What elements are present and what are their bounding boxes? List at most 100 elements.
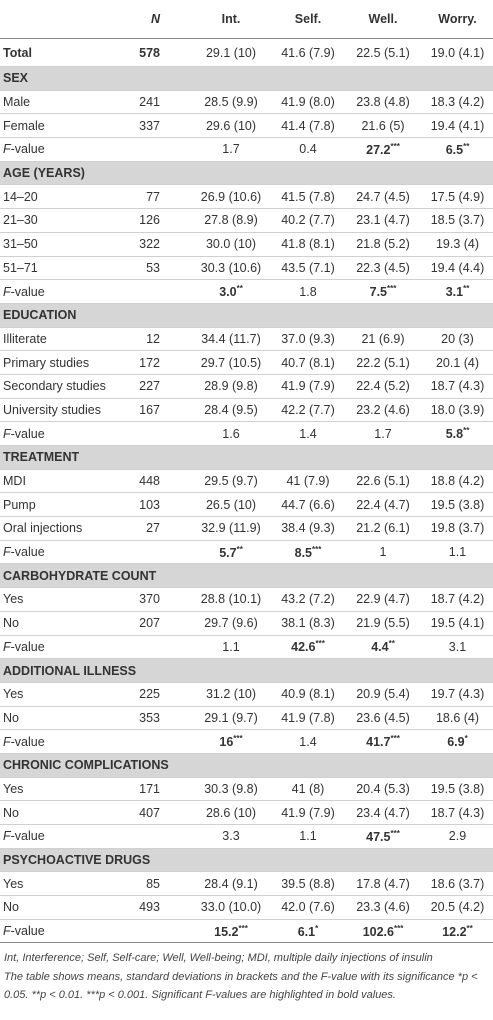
row-label: No [0,895,120,920]
row-label: F-value [0,635,120,660]
cell-value: 8.5*** [294,544,322,560]
cell: 40.9 (8.1) [272,682,344,707]
row-label: F-value [0,919,120,944]
cell-value: 16*** [219,734,243,750]
cell: 1.4 [272,421,344,446]
table-row: No 407 28.6 (10) 41.9 (7.9) 23.4 (4.7) 18.7 (… [0,800,493,825]
cell: 18.7 (4.3) [422,800,493,825]
significance: *** [233,734,243,744]
cell [120,421,190,446]
row-label: Yes [0,587,120,612]
cell: 24.7 (4.5) [344,184,422,210]
cell: 407 [120,800,190,825]
cell: 40.7 (8.1) [272,350,344,375]
row-label: Female [0,113,120,139]
cell: 1 [344,540,422,565]
section-title: CHRONIC COMPLICATIONS [0,753,493,778]
cell: 23.4 (4.7) [344,800,422,825]
cell: 0.4 [272,137,344,162]
table-row: F-value 16*** 1.4 41.7*** 6.9* [0,729,493,754]
cell [120,279,190,304]
significance: *** [390,141,400,151]
row-label: No [0,800,120,825]
cell: 22.3 (4.5) [344,256,422,281]
cell: 1.6 [190,421,272,446]
cell: 77 [120,184,190,210]
cell: 85 [120,871,190,897]
table-row: Female 337 29.6 (10) 41.4 (7.8) 21.6 (5) 19.4… [0,113,493,139]
section-row: CARBOHYDRATE COUNT [0,563,493,589]
significance: *** [238,923,248,933]
cell: 16*** [190,729,272,754]
cell: 18.7 (4.3) [422,374,493,399]
table-row: No 493 33.0 (10.0) 42.0 (7.6) 23.3 (4.6) 20.5… [0,895,493,920]
cell: 5.8** [422,421,493,446]
significance: *** [393,923,404,933]
table-row: Yes 225 31.2 (10) 40.9 (8.1) 20.9 (5.4) 19.7 … [0,682,493,707]
cell-value: 7.5*** [369,283,397,300]
table-row: 31–50 322 30.0 (10) 41.8 (8.1) 21.8 (5.2) 19.… [0,232,493,257]
cell: 322 [120,232,190,257]
table-row: Illiterate 12 34.4 (11.7) 37.0 (9.3) 21 (6.9… [0,327,493,352]
row-label: Primary studies [0,350,120,375]
row-label: Illiterate [0,327,120,352]
cell: 23.2 (4.6) [344,398,422,423]
cell: 337 [120,113,190,139]
row-label: F-value [0,540,120,565]
row-label: Oral injections [0,516,120,541]
cell: 3.1** [422,279,493,304]
cell: 41.5 (7.8) [272,184,344,210]
cell: 27.8 (8.9) [190,208,272,233]
cell: 21.6 (5) [344,113,422,139]
cell: 15.2*** [190,919,272,944]
cell: 12.2** [422,919,493,944]
cell: 31.2 (10) [190,682,272,707]
table-row: Male 241 28.5 (9.9) 41.9 (8.0) 23.8 (4.8) 18.… [0,90,493,115]
cell: 40.2 (7.7) [272,208,344,233]
cell: 1.1 [272,824,344,849]
section-row: TREATMENT [0,445,493,470]
header-cell [0,0,120,39]
section-title: SEX [0,66,493,91]
table-body: Total 578 29.1 (10) 41.6 (7.9) 22.5 (5.1) 19.… [0,38,493,944]
significance: ** [466,923,473,933]
significance: *** [312,544,322,554]
cell: 19.8 (3.7) [422,516,493,541]
table-row: Pump 103 26.5 (10) 44.7 (6.6) 22.4 (4.7) 19.5… [0,492,493,518]
cell: 1.7 [344,421,422,446]
cell: 22.5 (5.1) [344,38,422,67]
cell: 26.9 (10.6) [190,184,272,210]
cell-value: 27.2*** [366,141,400,157]
cell: 47.5*** [344,824,422,849]
cell: 41.9 (8.0) [272,90,344,115]
cell: 19.7 (4.3) [422,682,493,707]
cell [120,137,190,162]
cell: 28.4 (9.5) [190,398,272,423]
cell: 29.1 (10) [190,38,272,67]
cell-value: 6.9* [447,734,468,750]
cell: 2.9 [422,824,493,849]
cell: 44.7 (6.6) [272,492,344,518]
table-row: Yes 171 30.3 (9.8) 41 (8) 20.4 (5.3) 19.5 (3.… [0,777,493,802]
cell: 29.7 (9.6) [190,611,272,636]
cell: 22.4 (4.7) [344,492,422,518]
cell: 227 [120,374,190,399]
table-row: F-value 1.7 0.4 27.2*** 6.5** [0,137,493,162]
cell: 19.5 (3.8) [422,777,493,802]
cell: 448 [120,469,190,494]
cell: 42.2 (7.7) [272,398,344,423]
cell: 41.9 (7.9) [272,374,344,399]
significance: *** [387,283,397,293]
cell: 42.0 (7.6) [272,895,344,920]
row-label: Pump [0,492,120,518]
row-label: 31–50 [0,232,120,257]
cell: 126 [120,208,190,233]
table-row: No 353 29.1 (9.7) 41.9 (7.8) 23.6 (4.5) 18.6 … [0,706,493,731]
significance: ** [388,639,395,649]
cell: 38.4 (9.3) [272,516,344,541]
cell: 18.7 (4.2) [422,587,493,612]
cell: 1.8 [272,279,344,304]
cell: 18.0 (3.9) [422,398,493,423]
cell-value: 42.6*** [291,639,325,655]
